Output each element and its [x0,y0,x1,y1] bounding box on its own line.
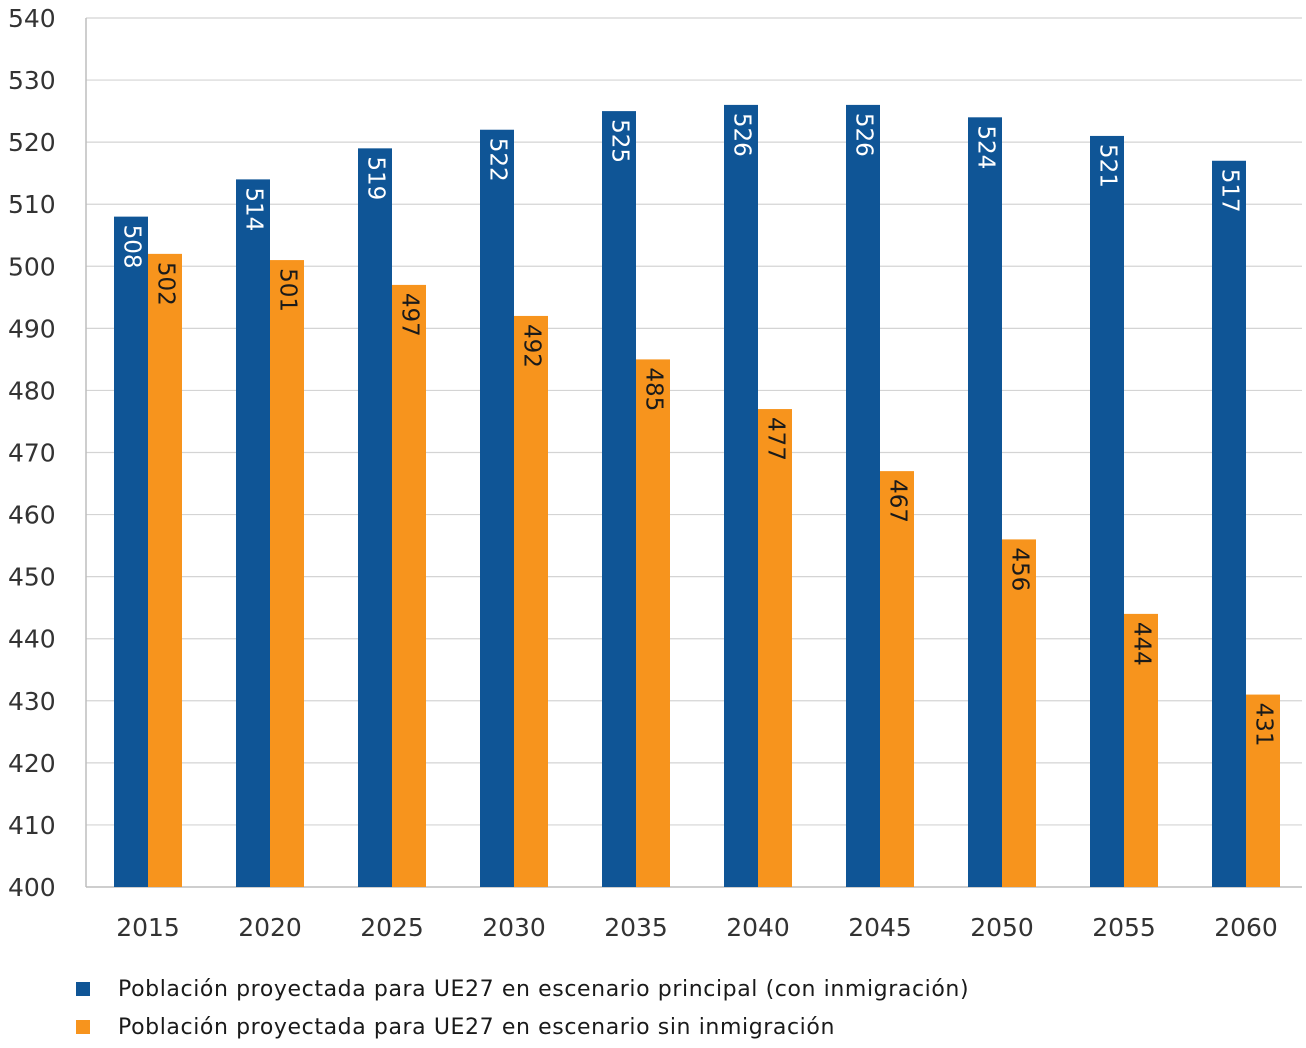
x-tick-label: 2020 [238,913,302,942]
bar-without-immigration-2035 [636,359,670,888]
data-label-with-immigration-2045: 526 [851,113,877,157]
data-label-without-immigration-2025: 497 [397,293,423,337]
bar-without-immigration-2040 [758,409,792,887]
data-label-with-immigration-2030: 522 [485,138,511,182]
y-tick-label: 410 [8,811,56,840]
x-tick-label: 2045 [848,913,912,942]
data-label-without-immigration-2020: 501 [275,268,301,312]
legend-label-without-immigration: Población proyectada para UE27 en escena… [118,1014,835,1040]
data-label-layer: 508 502 514 501 519 497 522 492 525 485 526 477 526 4… [119,113,1277,747]
y-tick-label: 490 [8,314,56,343]
data-label-with-immigration-2040: 526 [729,113,755,157]
legend-swatch-with-immigration [76,982,90,996]
bar-with-immigration-2015 [114,216,148,888]
bar-with-immigration-2045 [846,104,880,887]
bar-without-immigration-2060 [1246,694,1280,887]
bar-with-immigration-2020 [236,179,270,887]
legend-item-without-immigration: Población proyectada para UE27 en escena… [76,1008,969,1046]
data-label-with-immigration-2025: 519 [363,156,389,200]
y-tick-label: 400 [8,873,56,902]
legend-swatch-without-immigration [76,1020,90,1034]
bar-with-immigration-2040 [724,104,758,887]
bar-without-immigration-2050 [1002,539,1036,887]
x-tick-label: 2060 [1214,913,1278,942]
y-tick-label: 470 [8,439,56,468]
data-label-without-immigration-2060: 431 [1251,703,1277,747]
y-tick-label: 520 [8,128,56,157]
y-tick-label: 510 [8,190,56,219]
y-tick-label: 500 [8,252,56,281]
data-label-without-immigration-2050: 456 [1007,547,1033,591]
x-tick-label: 2025 [360,913,424,942]
data-label-without-immigration-2045: 467 [885,479,911,523]
bar-with-immigration-2055 [1090,135,1124,887]
legend-item-with-immigration: Población proyectada para UE27 en escena… [76,970,969,1008]
data-label-with-immigration-2015: 508 [119,225,145,269]
x-tick-label: 2030 [482,913,546,942]
x-tick-label: 2015 [116,913,180,942]
x-tick-label: 2055 [1092,913,1156,942]
bar-without-immigration-2015 [148,253,182,887]
bar-with-immigration-2030 [480,129,514,887]
bar-without-immigration-2020 [270,260,304,887]
bar-with-immigration-2025 [358,148,392,888]
legend-label-with-immigration: Población proyectada para UE27 en escena… [118,976,970,1002]
y-tick-label: 540 [8,4,56,33]
y-tick-label: 530 [8,66,56,95]
y-tick-label: 430 [8,687,56,716]
bar-layer [114,104,1280,888]
data-label-without-immigration-2030: 492 [519,324,545,368]
y-tick-label: 440 [8,625,56,654]
data-label-without-immigration-2035: 485 [641,367,667,411]
bar-without-immigration-2025 [392,284,426,888]
bar-without-immigration-2045 [880,471,914,887]
data-label-with-immigration-2055: 521 [1095,144,1121,188]
x-tick-label: 2040 [726,913,790,942]
data-label-with-immigration-2020: 514 [241,187,267,231]
y-tick-label: 450 [8,563,56,592]
bar-with-immigration-2035 [602,111,636,888]
x-tick-label: 2050 [970,913,1034,942]
data-label-with-immigration-2050: 524 [973,125,999,169]
bar-without-immigration-2030 [514,315,548,887]
data-label-without-immigration-2055: 444 [1129,622,1155,666]
y-tick-label: 460 [8,501,56,530]
y-tick-label: 480 [8,376,56,405]
data-label-without-immigration-2040: 477 [763,417,789,461]
data-label-without-immigration-2015: 502 [153,262,179,306]
bar-without-immigration-2055 [1124,613,1158,887]
legend: Población proyectada para UE27 en escena… [76,970,969,1046]
bar-with-immigration-2060 [1212,160,1246,887]
data-label-with-immigration-2060: 517 [1217,169,1243,213]
x-tick-label: 2035 [604,913,668,942]
y-tick-label: 420 [8,749,56,778]
bar-with-immigration-2050 [968,117,1002,888]
data-label-with-immigration-2035: 525 [607,119,633,163]
